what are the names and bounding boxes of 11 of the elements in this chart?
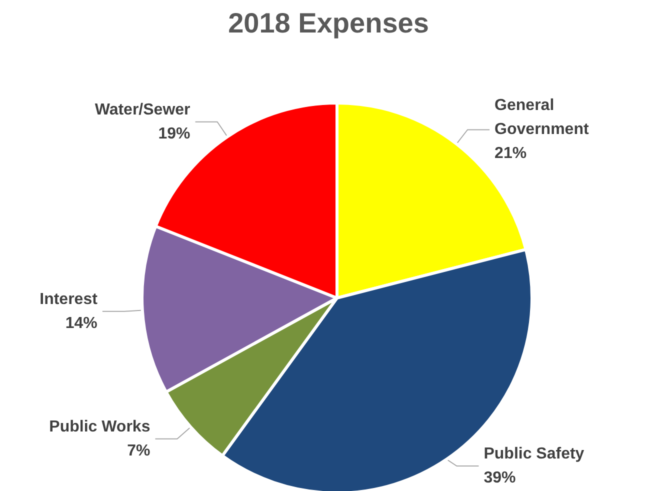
slice-label: General Government [494,97,590,138]
data-label: 7% [127,442,150,460]
slice-label: Public Safety [484,446,584,462]
chart-title: 2018 Expenses [228,8,429,38]
data-label: 14% [65,314,98,332]
data-label: 19% [158,125,190,142]
slice-label: Interest [40,290,98,308]
slice-label: Water/Sewer [94,101,190,118]
data-label: 39% [484,470,516,486]
slice-label: Public Works [49,418,150,436]
data-label: 21% [494,145,527,162]
